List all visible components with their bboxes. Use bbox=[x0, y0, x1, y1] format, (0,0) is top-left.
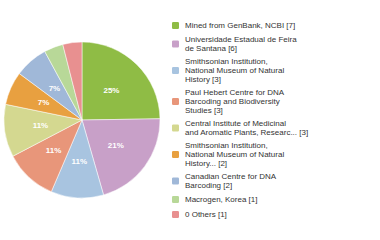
svg-text:Universidade Estadual de Feira: Universidade Estadual de Feira bbox=[185, 35, 297, 44]
svg-text:History [3]: History [3] bbox=[185, 75, 221, 84]
svg-text:11%: 11% bbox=[46, 146, 62, 155]
svg-text:Smithsonian Institution,: Smithsonian Institution, bbox=[185, 57, 268, 66]
svg-text:National Museum of Natural: National Museum of Natural bbox=[185, 150, 284, 159]
svg-text:0 Others [1]: 0 Others [1] bbox=[185, 210, 227, 219]
svg-text:Barcoding and Biodiversity: Barcoding and Biodiversity bbox=[185, 97, 280, 106]
svg-text:Central Institute of Medicinal: Central Institute of Medicinal bbox=[185, 119, 286, 128]
svg-text:National Museum of Natural: National Museum of Natural bbox=[185, 66, 284, 75]
svg-text:Paul Hebert Centre for DNA: Paul Hebert Centre for DNA bbox=[185, 88, 285, 97]
svg-text:de Santana [6]: de Santana [6] bbox=[185, 44, 237, 53]
svg-text:25%: 25% bbox=[103, 86, 119, 95]
svg-text:Barcoding [2]: Barcoding [2] bbox=[185, 181, 232, 190]
svg-text:Canadian Centre for DNA: Canadian Centre for DNA bbox=[185, 172, 277, 181]
svg-text:7%: 7% bbox=[49, 84, 61, 93]
svg-text:Mined from GenBank, NCBI [7]: Mined from GenBank, NCBI [7] bbox=[185, 21, 295, 30]
svg-text:Smithsonian Institution,: Smithsonian Institution, bbox=[185, 141, 268, 150]
svg-text:7%: 7% bbox=[38, 98, 50, 107]
svg-text:21%: 21% bbox=[108, 141, 124, 150]
svg-text:History... [2]: History... [2] bbox=[185, 159, 227, 168]
svg-text:Macrogen, Korea [1]: Macrogen, Korea [1] bbox=[185, 195, 257, 204]
svg-text:Studies [3]: Studies [3] bbox=[185, 106, 223, 115]
svg-text:and Aromatic Plants, Researc..: and Aromatic Plants, Researc... [3] bbox=[185, 128, 308, 137]
svg-text:11%: 11% bbox=[33, 121, 49, 130]
svg-text:11%: 11% bbox=[72, 157, 88, 166]
